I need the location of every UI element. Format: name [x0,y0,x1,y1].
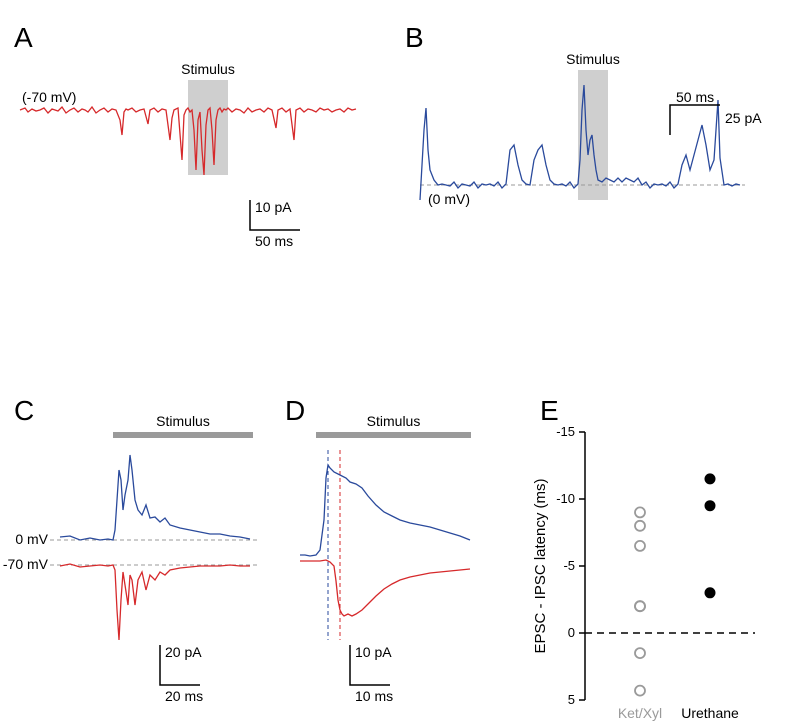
panel-b-holding-label: (0 mV) [428,191,470,207]
panel-b-scale-y: 25 pA [725,110,762,126]
panel-a-scale-x: 50 ms [255,233,293,249]
panel-e-ketxyl-point [635,601,645,611]
panel-label-d: D [285,395,305,427]
panel-e-urethane-point [705,501,715,511]
panel-b-scale-x: 50 ms [676,89,714,105]
panel-c-stimulus-bar [113,432,253,438]
panel-e-tick-label: 5 [568,692,575,707]
panel-e-y-label: EPSC - IPSC latency (ms) [532,478,549,653]
panel-c-red-trace [60,564,250,640]
panel-c-scale-x: 20 ms [165,688,203,704]
panel-c-stimulus-label: Stimulus [156,413,210,429]
panel-e-tick-label: -15 [556,424,575,439]
panel-e-ketxyl-point [635,507,645,517]
panel-d-blue-trace [300,465,470,556]
panel-e-tick-label: -5 [563,558,575,573]
panel-e-urethane-point [705,474,715,484]
panel-e-urethane-point [705,588,715,598]
panel-d-stimulus-bar [316,432,471,438]
panel-e-tick-label: 0 [568,625,575,640]
panel-c-zero-label: 0 mV [15,531,48,547]
panel-label-c: C [14,395,34,427]
figure-svg: Stimulus (-70 mV) 10 pA 50 ms Stimulus (0 mV)… [0,0,796,728]
panel-b-scale-bar [670,105,720,135]
panel-d-scale-y: 10 pA [355,644,392,660]
panel-b-stimulus-label: Stimulus [566,51,620,67]
panel-label-b: B [405,22,424,54]
panel-d-red-trace [300,560,470,616]
panel-e-urethane-label: Urethane [681,705,739,721]
panel-e-ketxyl-point [635,686,645,696]
panel-label-e: E [540,395,559,427]
panel-c-scale-y: 20 pA [165,644,202,660]
panel-e-tick-label: -10 [556,491,575,506]
panel-d-scale-x: 10 ms [355,688,393,704]
panel-a-stimulus-label: Stimulus [181,61,235,77]
panel-a-holding-label: (-70 mV) [22,89,76,105]
panel-d-stimulus-label: Stimulus [367,413,421,429]
panel-label-a: A [14,22,33,54]
panel-e-ketxyl-point [635,521,645,531]
panel-a-scale-y: 10 pA [255,199,292,215]
panel-e-ketxyl-label: Ket/Xyl [618,705,662,721]
panel-c-neg70-label: -70 mV [3,556,49,572]
panel-e-ketxyl-point [635,541,645,551]
panel-e-ketxyl-point [635,648,645,658]
panel-c-blue-trace [60,455,250,540]
